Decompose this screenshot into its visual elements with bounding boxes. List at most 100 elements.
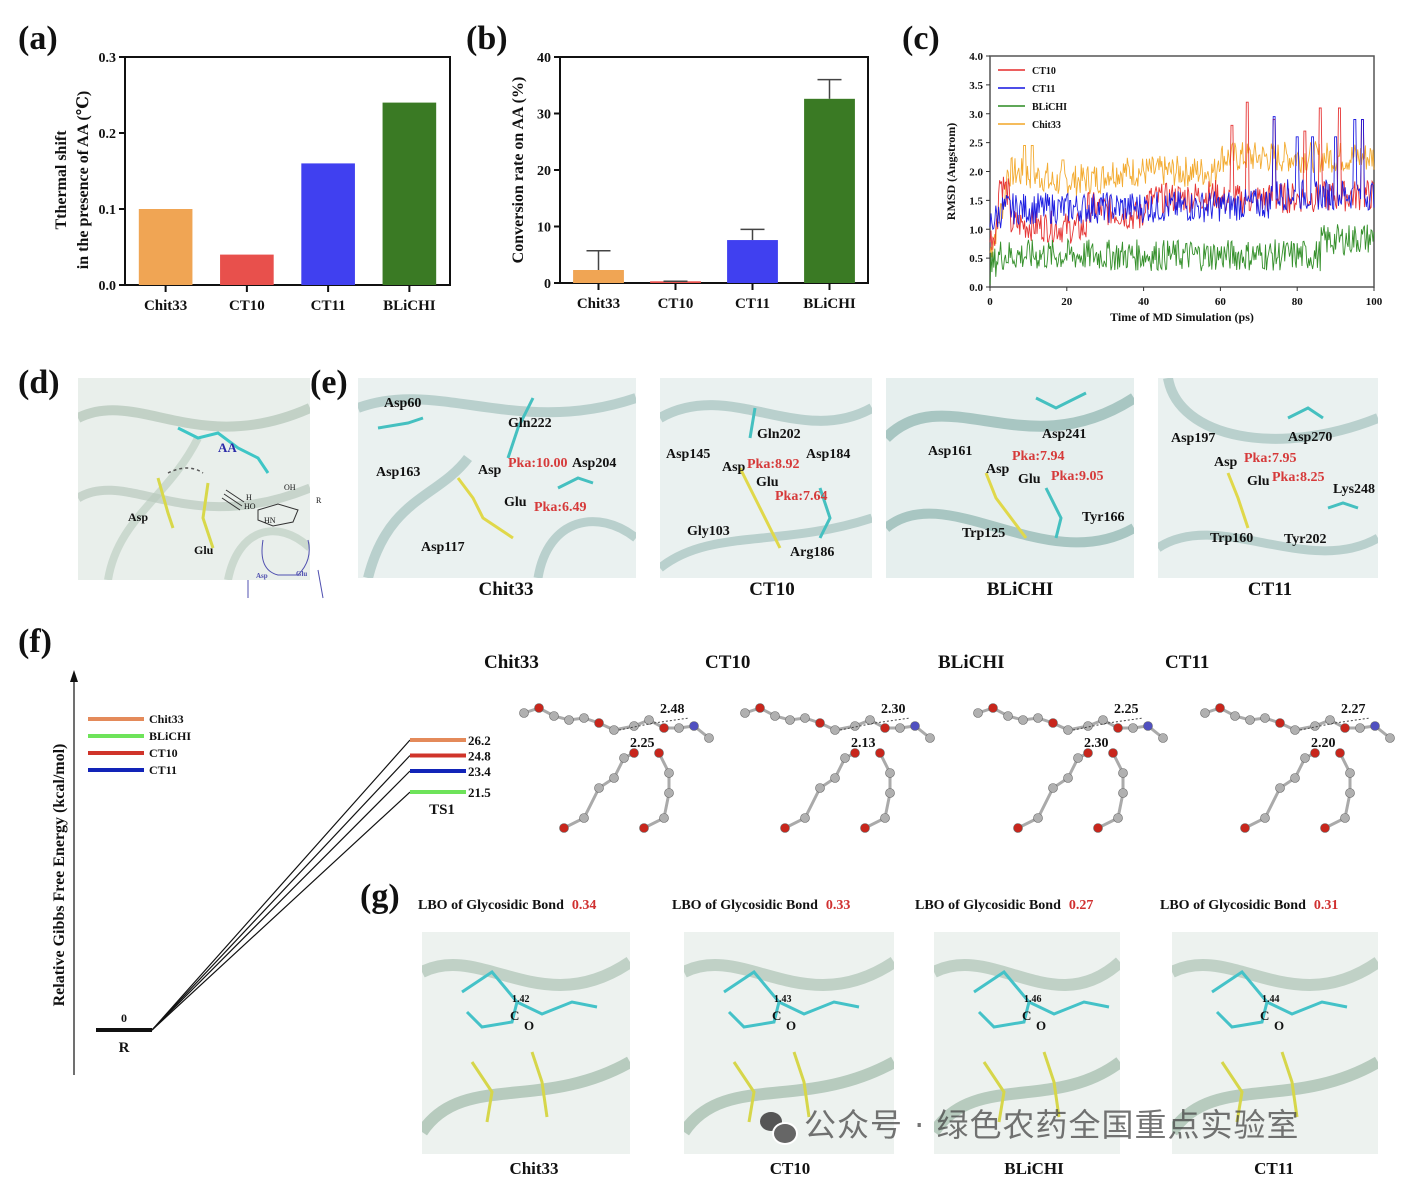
caption-e-chit33: Chit33 xyxy=(478,579,534,600)
residue-label: Asp60 xyxy=(384,396,422,411)
atom xyxy=(644,715,654,725)
bar-ct10 xyxy=(220,254,274,285)
chart-f-energy-profile: Relative Gibbs Free Energy (kcal/mol) 0 R 2… xyxy=(51,670,491,1075)
glycosidic-chain xyxy=(516,1000,598,1016)
caption-e-ct10: CT10 xyxy=(749,579,795,600)
distance-label: 2.27 xyxy=(1341,702,1366,717)
scheme-d-mechanism xyxy=(221,489,324,599)
atom xyxy=(1063,725,1073,735)
panel-d-docking-image: AA Asp Glu xyxy=(78,378,310,580)
residue-label: Arg186 xyxy=(790,545,835,560)
atom xyxy=(1245,715,1255,725)
ts-caption: CT10 xyxy=(705,652,751,673)
atom xyxy=(1260,813,1270,823)
atom xyxy=(1143,721,1153,731)
residue-label-asp: Asp xyxy=(128,510,149,524)
distance-label: 2.30 xyxy=(1084,736,1109,751)
atom xyxy=(800,813,810,823)
residue-label: Asp197 xyxy=(1171,431,1216,446)
lbo-title-text: LBO of Glycosidic Bond xyxy=(915,898,1061,913)
atom xyxy=(629,721,639,731)
connector-ct11 xyxy=(151,770,411,1031)
protein-ribbon xyxy=(422,957,630,991)
chart-c-rmsd: 0.0 0.5 1.0 1.5 2.0 2.5 3.0 3.5 4.0 0 20 40 60 80 100 T… xyxy=(944,51,1383,324)
y-axis-arrow xyxy=(70,670,78,682)
atom xyxy=(654,748,664,758)
lbo-value: 0.34 xyxy=(571,898,597,913)
atom xyxy=(925,733,935,743)
h-bond xyxy=(653,717,690,724)
lbo-structure-image xyxy=(1172,932,1378,1154)
y-tick-label: 0 xyxy=(544,277,551,292)
residue-label: Asp xyxy=(478,463,502,478)
y-tick-label: 20 xyxy=(537,164,551,179)
protein-ribbon-e1 xyxy=(358,393,636,578)
residue-label: Glu xyxy=(1247,474,1270,489)
residue-label: Asp145 xyxy=(666,447,711,462)
atom xyxy=(840,753,850,763)
y-tick-label: 10 xyxy=(537,221,551,236)
lbo-structure-drawing xyxy=(422,957,630,1136)
y-axis-label: Conversion rate on AA (%) xyxy=(510,77,527,264)
atom xyxy=(770,711,780,721)
x-tick-label: 40 xyxy=(1138,296,1150,308)
lbo-structure-image xyxy=(684,932,894,1154)
atom xyxy=(885,768,895,778)
protein-ribbon xyxy=(1172,1056,1378,1136)
distance-label: 2.48 xyxy=(660,702,685,717)
lbo-structure-drawing xyxy=(934,957,1120,1136)
atom xyxy=(594,718,604,728)
bar-chit33 xyxy=(573,270,624,283)
atom-label-o: O xyxy=(1274,1018,1285,1033)
atom xyxy=(1215,703,1225,713)
residue-label: Gln202 xyxy=(757,427,801,442)
atom xyxy=(1073,753,1083,763)
distance-label: 2.13 xyxy=(851,736,876,751)
ts-value-label: 24.8 xyxy=(468,748,491,763)
atom xyxy=(609,773,619,783)
atom xyxy=(629,748,639,758)
protein-ribbon xyxy=(934,1057,1120,1136)
ligand-label-aa: AA xyxy=(218,440,237,455)
protein-ribbon-e4 xyxy=(1158,378,1378,556)
panel-label-b: (b) xyxy=(466,20,508,57)
scheme-r: R xyxy=(316,496,322,505)
atom xyxy=(1200,708,1210,718)
atom xyxy=(659,723,669,733)
atom xyxy=(850,721,860,731)
atom xyxy=(564,715,574,725)
y-tick-label: 3.0 xyxy=(969,109,983,121)
atom-label-c: C xyxy=(510,1008,520,1023)
h-bond xyxy=(1299,722,1336,731)
glycosidic-chain xyxy=(778,1000,860,1016)
atom xyxy=(1240,823,1250,833)
protein-ribbon-d xyxy=(78,403,310,580)
pka-label: Pka:9.05 xyxy=(1051,469,1104,484)
atom xyxy=(1355,723,1365,733)
residue-label: Gln222 xyxy=(508,416,552,431)
atom xyxy=(1335,748,1345,758)
watermark: 公众号 · 绿色农药全国重点实验室 xyxy=(760,1100,1300,1146)
atom xyxy=(785,715,795,725)
scheme-glu: Glu xyxy=(296,570,308,578)
atom xyxy=(740,708,750,718)
y-tick-label: 30 xyxy=(537,108,551,123)
lbo-value: 0.31 xyxy=(1313,898,1339,913)
plot-frame xyxy=(124,56,451,286)
bar-blichi xyxy=(382,102,437,285)
atom xyxy=(1128,723,1138,733)
panel-label-f: (f) xyxy=(18,623,52,660)
lbo-title-text: LBO of Glycosidic Bond xyxy=(418,898,564,913)
scheme-h: H xyxy=(246,493,252,502)
x-tick-label: CT10 xyxy=(229,298,265,314)
scheme-oh: OH xyxy=(284,483,296,492)
y-tick-label: 3.5 xyxy=(969,80,983,92)
atom xyxy=(579,813,589,823)
sugar-ring xyxy=(973,970,1031,1029)
protein-ribbon xyxy=(934,957,1120,991)
residue-label: Asp xyxy=(986,462,1010,477)
residue-label: Tyr202 xyxy=(1284,532,1327,547)
lbo-structure-image xyxy=(422,932,630,1154)
atom xyxy=(973,708,983,718)
y-axis-label: RMSD (Angstrom) xyxy=(944,123,958,220)
